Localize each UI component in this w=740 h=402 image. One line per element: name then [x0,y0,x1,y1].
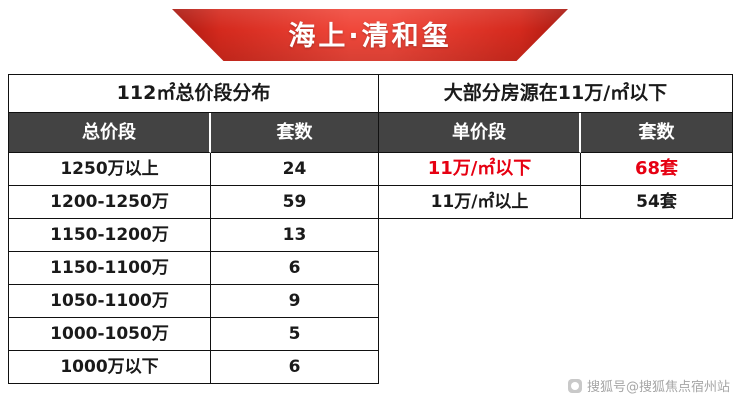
table-cell-count: 24 [211,153,379,186]
table-cell-count: 54套 [581,186,733,219]
page-title: 海上·清和玺 [288,21,452,52]
watermark-text: 搜狐号@搜狐焦点宿州站 [586,380,730,395]
unit-price-table: 大部分房源在11万/㎡以下 单价段 套数 11万/㎡以下 68套 11万/㎡以上… [379,74,733,219]
banner-ribbon: 海上·清和玺 [172,9,568,61]
left-section-title: 112㎡总价段分布 [9,75,379,113]
table-cell-range: 1000-1050万 [9,318,211,351]
table-cell-range: 1000万以下 [9,351,211,384]
table-cell-count: 6 [211,351,379,384]
ribbon-shape: 海上·清和玺 [172,9,568,61]
table-cell-count: 5 [211,318,379,351]
tables-container: 112㎡总价段分布 总价段 套数 1250万以上 24 1200-1250万 5… [8,74,733,384]
table-cell-range: 11万/㎡以上 [379,186,581,219]
table-cell-count: 13 [211,219,379,252]
left-header-count: 套数 [211,113,379,153]
right-header-count: 套数 [581,113,733,153]
table-cell-range: 1150-1100万 [9,252,211,285]
table-cell-count: 59 [211,186,379,219]
left-header-range: 总价段 [9,113,211,153]
right-header-range: 单价段 [379,113,581,153]
table-cell-range: 1050-1100万 [9,285,211,318]
sohu-logo-icon [567,378,582,393]
table-cell-count-highlight: 68套 [581,153,733,186]
table-cell-range: 1150-1200万 [9,219,211,252]
table-cell-range-highlight: 11万/㎡以下 [379,153,581,186]
table-cell-count: 9 [211,285,379,318]
table-cell-count: 6 [211,252,379,285]
table-cell-range: 1250万以上 [9,153,211,186]
total-price-table: 112㎡总价段分布 总价段 套数 1250万以上 24 1200-1250万 5… [8,74,379,384]
right-section-title: 大部分房源在11万/㎡以下 [379,75,733,113]
watermark: 搜狐号@搜狐焦点宿州站 [567,376,730,395]
table-cell-range: 1200-1250万 [9,186,211,219]
